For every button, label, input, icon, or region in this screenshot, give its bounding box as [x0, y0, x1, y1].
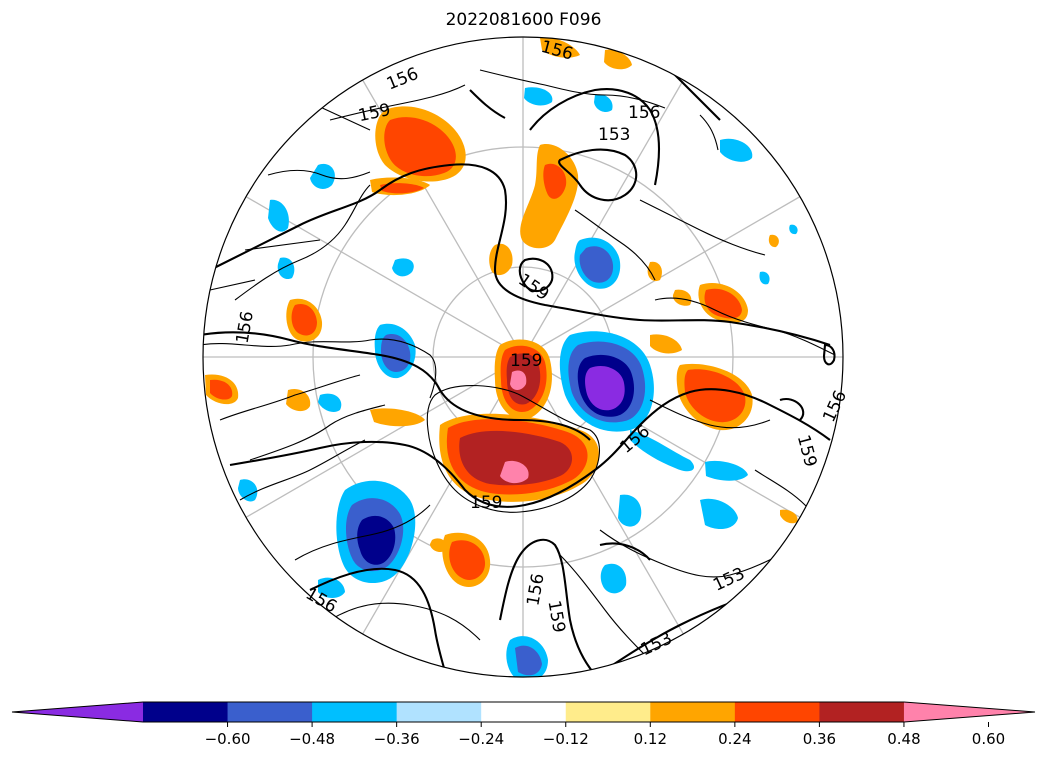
contour-label: 156	[384, 64, 422, 95]
contour-label: 153	[710, 564, 748, 596]
contour-label: 159	[543, 599, 568, 634]
height-contours	[203, 59, 841, 677]
contour-label: 156	[628, 103, 660, 123]
contour-label: 153	[598, 125, 630, 145]
coastlines	[203, 69, 836, 661]
colorbar-extend-high	[903, 702, 1035, 722]
contour-label: 159	[793, 433, 821, 470]
colorbar-tick-label: −0.12	[543, 730, 589, 748]
colorbar-tick-label: 0.60	[972, 730, 1005, 748]
colorbar-segment	[481, 702, 567, 722]
anomaly-shading	[205, 37, 798, 677]
colorbar-tick-label: −0.48	[289, 730, 335, 748]
graticule	[203, 37, 843, 677]
colorbar-segment	[819, 702, 905, 722]
colorbar: −0.60 −0.48 −0.36 −0.24 −0.12 0.12 0.24 0.36 0.4…	[11, 701, 1036, 748]
colorbar-tick-label: 0.12	[634, 730, 667, 748]
contour-label: 159	[510, 351, 542, 371]
contour-label: 159	[470, 493, 502, 513]
colorbar-segment	[396, 702, 482, 722]
colorbar-tick-label: 0.24	[718, 730, 751, 748]
colorbar-segment	[227, 702, 313, 722]
colorbar-tick-label: −0.36	[374, 730, 420, 748]
contour-labels: 156 156 159 156 153 156 159 159 159 156 …	[233, 37, 851, 660]
contour-label: 156	[819, 388, 851, 426]
map-border	[202, 36, 844, 678]
polar-map: 156 156 159 156 153 156 159 159 159 156 …	[202, 36, 851, 678]
colorbar-tick-label: 0.36	[803, 730, 836, 748]
contour-label: 156	[539, 37, 576, 65]
map-title: 2022081600 F096	[445, 10, 602, 30]
colorbar-segment	[565, 702, 651, 722]
colorbar-segment	[312, 702, 398, 722]
colorbar-tick-label: −0.60	[205, 730, 251, 748]
colorbar-outline	[11, 701, 1036, 723]
colorbar-extend-low	[12, 702, 143, 722]
contour-label: 153	[638, 628, 676, 660]
colorbar-segment	[143, 702, 229, 722]
colorbar-segment	[734, 702, 820, 722]
contour-label: 156	[233, 310, 258, 345]
colorbar-tick-label: 0.48	[887, 730, 920, 748]
colorbar-segment	[650, 702, 736, 722]
colorbar-tick-label: −0.24	[458, 730, 504, 748]
